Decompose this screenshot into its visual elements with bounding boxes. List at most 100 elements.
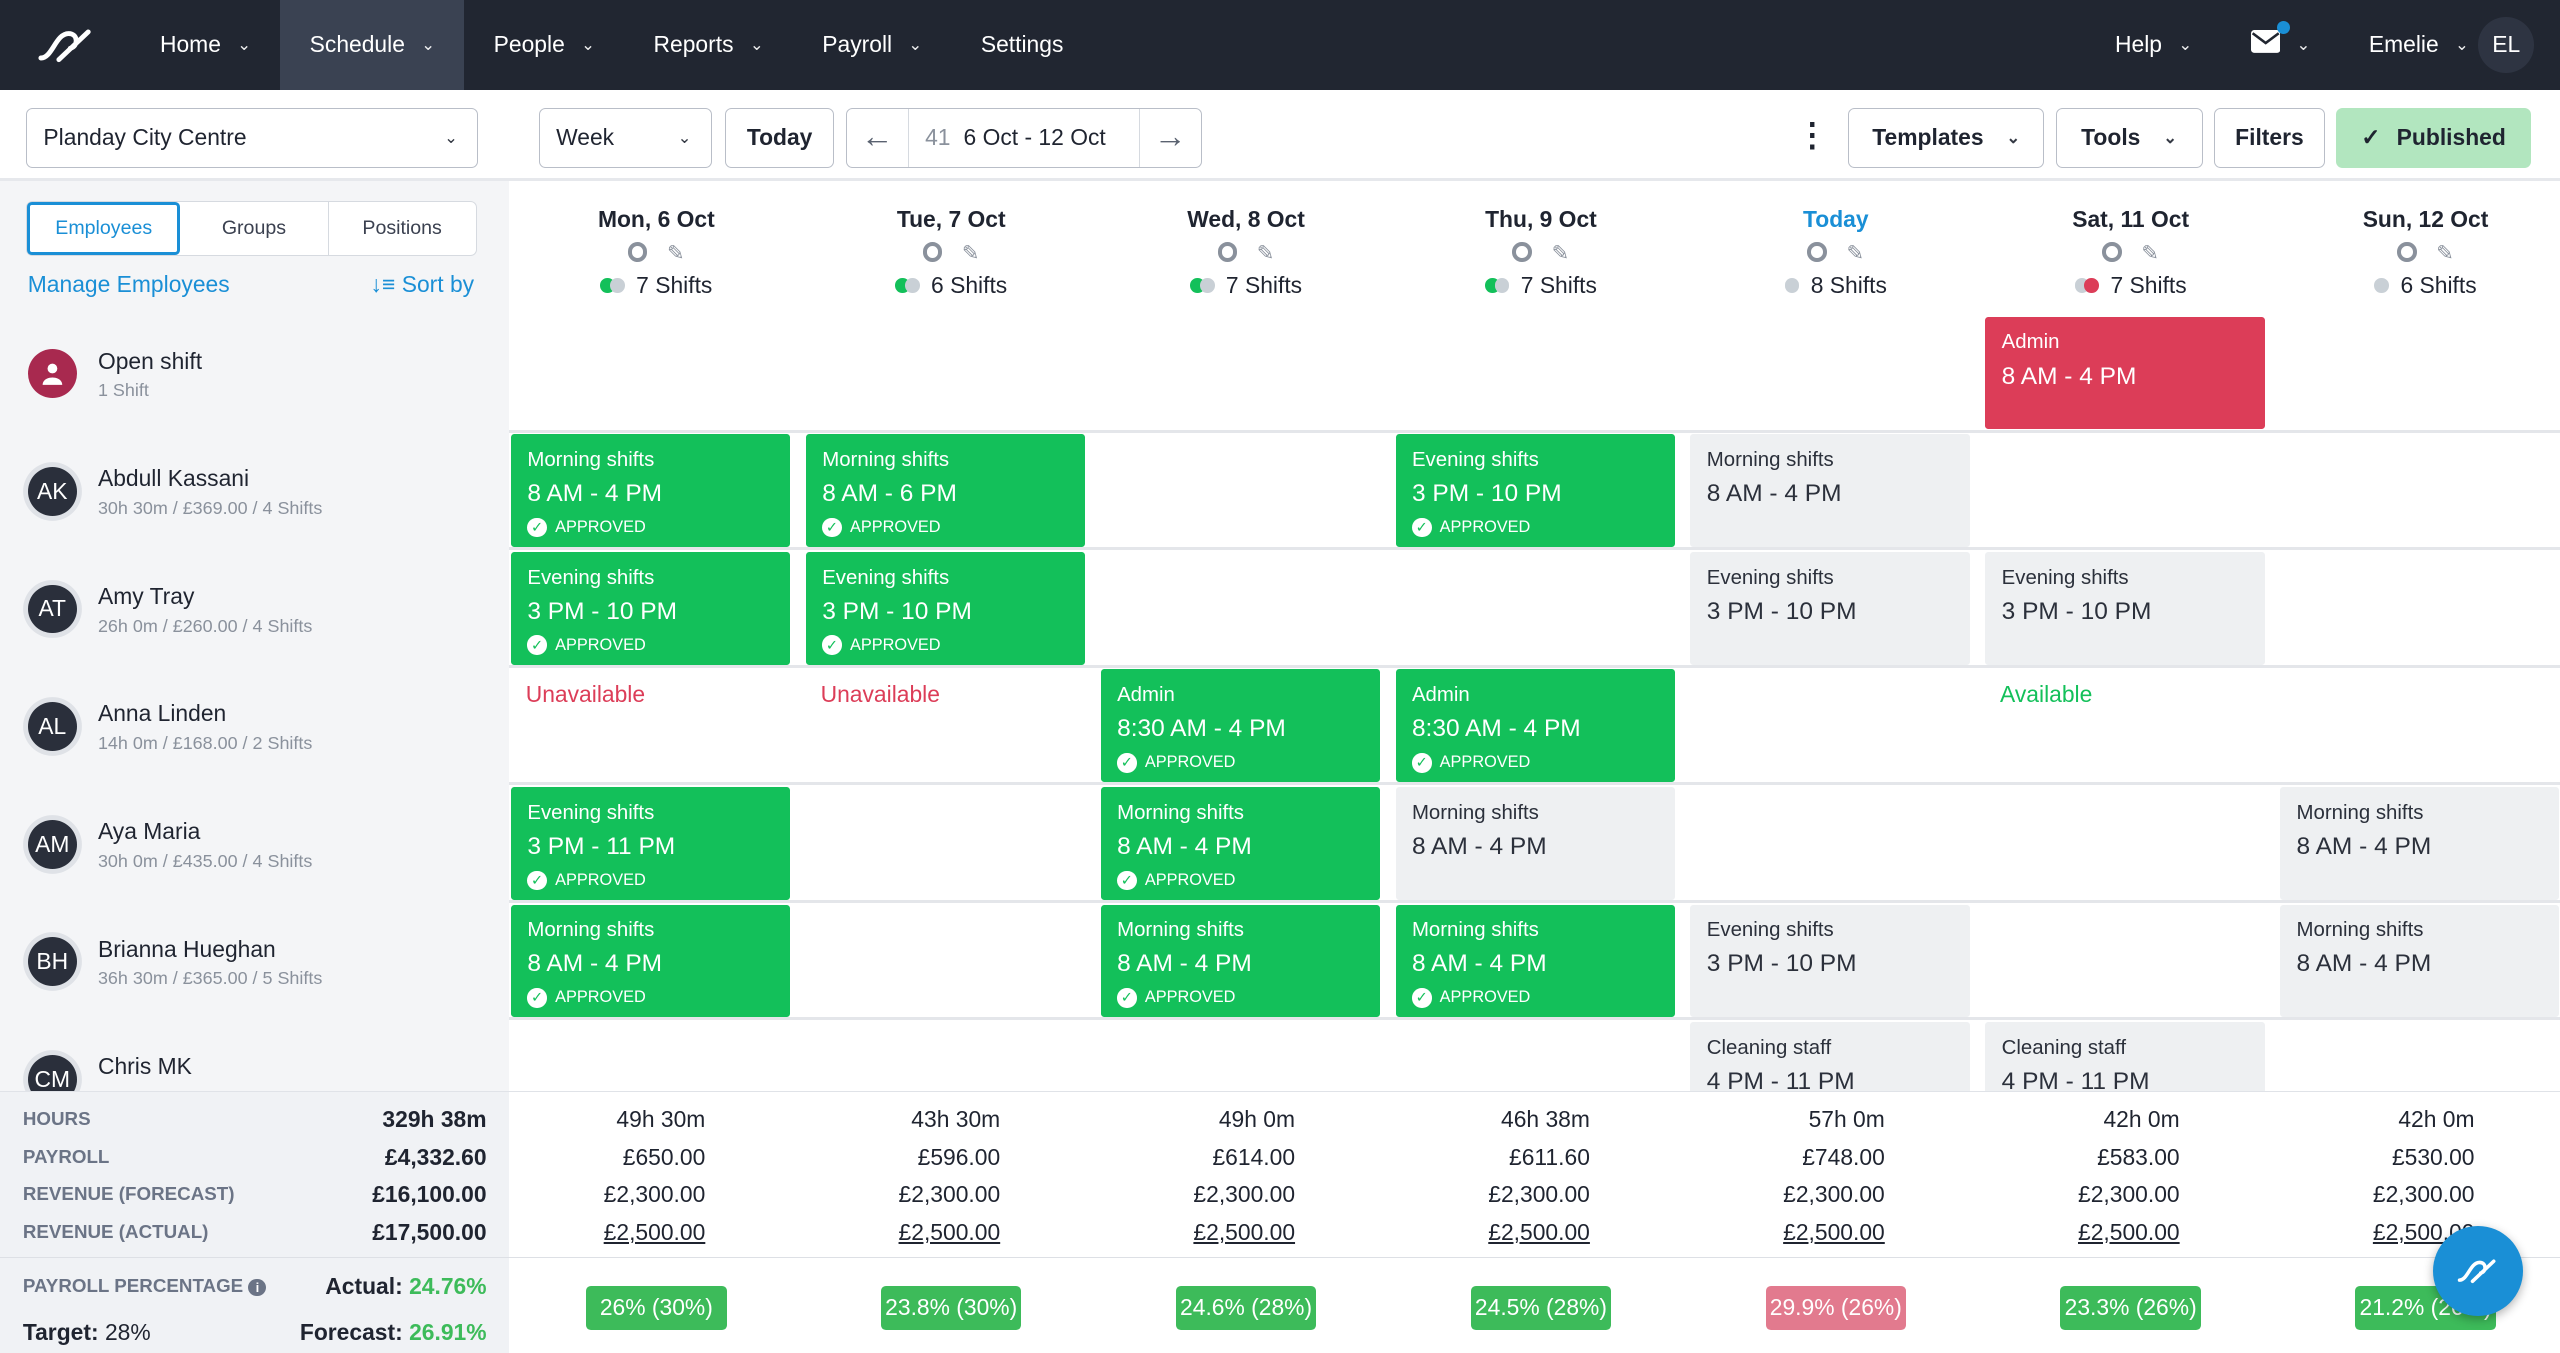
nav-schedule[interactable]: Schedule ⌄ — [280, 0, 465, 90]
eye-icon[interactable] — [627, 242, 648, 263]
shift-card[interactable]: Morning shifts 8 AM - 4 PM ✓ APPROVED — [511, 904, 791, 1018]
shift-card[interactable]: Morning shifts 8 AM - 4 PM — [2280, 786, 2560, 900]
edit-icon[interactable]: ✎ — [961, 241, 980, 265]
day-hours: 49h 30m — [616, 1106, 706, 1133]
shift-card[interactable]: Evening shifts 3 PM - 10 PM ✓ APPROVED — [511, 551, 791, 665]
day-shift-count: 7 Shifts — [509, 272, 803, 299]
employee-info[interactable]: AM Aya Maria 30h 0m / £435.00 / 4 Shifts — [0, 785, 510, 903]
day-payroll: £596.00 — [917, 1143, 1001, 1170]
eye-icon[interactable] — [922, 242, 943, 263]
arrow-left-icon[interactable]: ← — [847, 109, 909, 167]
today-button[interactable]: Today — [724, 107, 835, 169]
templates-button[interactable]: Templates ⌄ — [1848, 107, 2045, 169]
day-header[interactable]: Sun, 12 Oct ✎ 6 Shifts — [2279, 181, 2560, 315]
shift-card[interactable]: Evening shifts 3 PM - 10 PM ✓ APPROVED — [805, 551, 1086, 665]
shift-card[interactable]: Admin 8:30 AM - 4 PM ✓ APPROVED — [1100, 669, 1380, 783]
planday-assistant-button[interactable] — [2432, 1226, 2523, 1316]
nav-payroll[interactable]: Payroll ⌄ — [793, 0, 952, 90]
arrow-right-icon[interactable]: → — [1138, 109, 1201, 167]
available-label[interactable]: Available — [2000, 680, 2093, 707]
table-row: AT Amy Tray 26h 0m / £260.00 / 4 Shifts Eve… — [0, 550, 2560, 668]
edit-icon[interactable]: ✎ — [1551, 241, 1570, 265]
eye-icon[interactable] — [1217, 242, 1238, 263]
shift-card[interactable]: Morning shifts 8 AM - 4 PM ✓ APPROVED — [1100, 904, 1380, 1018]
employee-info[interactable]: AL Anna Linden 14h 0m / £168.00 / 2 Shifts — [0, 667, 510, 786]
status-dot — [610, 278, 625, 293]
day-rev-actual[interactable]: £2,500.00 — [1488, 1218, 1590, 1245]
manage-employees-link[interactable]: Manage Employees — [27, 271, 230, 298]
tab-groups[interactable]: Groups — [180, 201, 329, 256]
employee-name: Anna Linden — [97, 700, 227, 727]
nav-home[interactable]: Home ⌄ — [131, 0, 281, 90]
day-header[interactable]: Thu, 9 Oct ✎ 7 Shifts — [1394, 181, 1688, 315]
edit-icon[interactable]: ✎ — [667, 241, 685, 265]
unavailable-label[interactable]: Unavailable — [525, 680, 646, 707]
shift-card[interactable]: Morning shifts 8 AM - 6 PM ✓ APPROVED — [805, 434, 1086, 547]
employee-info[interactable]: BH Brianna Hueghan 36h 30m / £365.00 / 5 S… — [0, 902, 510, 1021]
day-header[interactable]: Tue, 7 Oct ✎ 6 Shifts — [804, 181, 1098, 315]
location-select[interactable]: Planday City Centre ⌄ — [26, 107, 479, 169]
nav-people[interactable]: People ⌄ — [464, 0, 624, 90]
employee-info[interactable]: AK Abdull Kassani 30h 30m / £369.00 / 4 Sh… — [0, 432, 510, 551]
eye-icon[interactable] — [1512, 242, 1533, 263]
tab-employees[interactable]: Employees — [27, 201, 181, 256]
help-menu[interactable]: Help ⌄ — [2086, 0, 2222, 90]
shift-title: Morning shifts — [1117, 919, 1245, 942]
avatar: BH — [27, 937, 77, 987]
eye-icon[interactable] — [2397, 242, 2417, 263]
shift-card[interactable]: Morning shifts 8 AM - 4 PM ✓ APPROVED — [511, 434, 791, 547]
more-options-icon[interactable]: ⋮ — [1795, 116, 1829, 154]
tools-button[interactable]: Tools ⌄ — [2055, 107, 2203, 169]
eye-icon[interactable] — [2102, 242, 2122, 263]
shift-card[interactable]: Admin 8:30 AM - 4 PM ✓ APPROVED — [1395, 669, 1675, 783]
day-header[interactable]: Sat, 11 Oct ✎ 7 Shifts — [1984, 181, 2278, 315]
shift-card[interactable]: Morning shifts 8 AM - 4 PM ✓ APPROVED — [1100, 786, 1380, 900]
published-button[interactable]: ✓ Published — [2336, 107, 2531, 169]
unavailable-label[interactable]: Unavailable — [820, 680, 940, 707]
shift-card[interactable]: Admin 8 AM - 4 PM — [1985, 316, 2265, 430]
day-header[interactable]: Today ✎ 8 Shifts — [1689, 181, 1983, 315]
day-rev-actual[interactable]: £2,500.00 — [898, 1218, 1001, 1245]
shift-time: 3 PM - 10 PM — [1411, 480, 1562, 508]
day-rev-actual[interactable]: £2,500.00 — [603, 1218, 706, 1245]
chevron-down-icon: ⌄ — [237, 35, 251, 54]
day-rev-actual[interactable]: £2,500.00 — [1783, 1218, 1885, 1245]
sort-by-button[interactable]: ↓≡ Sort by — [371, 271, 475, 298]
edit-icon[interactable]: ✎ — [2436, 241, 2454, 265]
status-dots-icon — [600, 278, 625, 293]
user-avatar[interactable]: EL — [2478, 17, 2534, 73]
filters-button[interactable]: Filters — [2213, 107, 2325, 169]
shift-card[interactable]: Evening shifts 3 PM - 10 PM ✓ APPROVED — [1395, 434, 1675, 547]
day-header[interactable]: Wed, 8 Oct ✎ 7 Shifts — [1099, 181, 1393, 315]
check-circle-icon: ✓ — [527, 517, 547, 538]
shift-card[interactable]: Evening shifts 3 PM - 10 PM — [1690, 551, 1970, 665]
user-menu[interactable]: Emelie ⌄ — [2339, 0, 2469, 90]
chevron-down-icon: ⌄ — [421, 35, 435, 54]
chevron-down-icon: ⌄ — [581, 35, 595, 54]
tab-positions[interactable]: Positions — [362, 217, 442, 240]
messages-menu[interactable]: ⌄ — [2221, 0, 2339, 90]
planday-logo-icon[interactable] — [0, 0, 131, 90]
edit-icon[interactable]: ✎ — [2141, 241, 2160, 265]
day-rev-actual[interactable]: £2,500.00 — [2078, 1218, 2180, 1245]
shift-card[interactable]: Evening shifts 3 PM - 10 PM — [1690, 904, 1970, 1018]
info-icon[interactable]: i — [248, 1278, 267, 1297]
shift-card[interactable]: Morning shifts 8 AM - 4 PM ✓ APPROVED — [1395, 904, 1675, 1018]
shift-card[interactable]: Morning shifts 8 AM - 4 PM — [1690, 434, 1970, 547]
eye-icon[interactable] — [1807, 242, 1827, 263]
nav-settings[interactable]: Settings — [951, 0, 1092, 90]
shift-card[interactable]: Morning shifts 8 AM - 4 PM — [1395, 786, 1675, 900]
shift-title: Cleaning staff — [1706, 1036, 1832, 1059]
edit-icon[interactable]: ✎ — [1256, 241, 1275, 265]
view-select[interactable]: Week ⌄ — [538, 107, 712, 169]
nav-reports[interactable]: Reports ⌄ — [624, 0, 793, 90]
edit-icon[interactable]: ✎ — [1846, 241, 1865, 265]
day-header[interactable]: Mon, 6 Oct ✎ 7 Shifts — [509, 181, 803, 315]
shift-card[interactable]: Evening shifts 3 PM - 10 PM — [1985, 551, 2265, 665]
shift-card[interactable]: Morning shifts 8 AM - 4 PM — [2280, 904, 2560, 1018]
employee-info[interactable]: Open shift 1 Shift — [0, 315, 510, 433]
shift-card[interactable]: Evening shifts 3 PM - 11 PM ✓ APPROVED — [511, 786, 791, 900]
approved-label: APPROVED — [1439, 988, 1531, 1007]
day-rev-actual[interactable]: £2,500.00 — [1193, 1218, 1296, 1245]
employee-info[interactable]: AT Amy Tray 26h 0m / £260.00 / 4 Shifts — [0, 550, 510, 668]
